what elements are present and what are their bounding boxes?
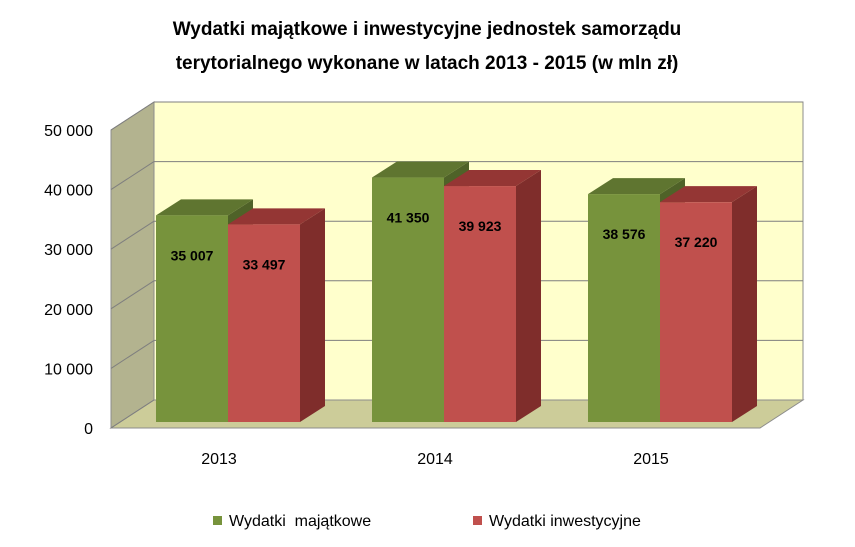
bar-top-2014-0: [372, 161, 469, 178]
bar-2015-1: [660, 202, 732, 422]
gridline-side: [110, 399, 155, 429]
data-label: 39 923: [459, 218, 502, 234]
data-label: 33 497: [243, 256, 286, 272]
chart-title-line-2: terytorialnego wykonane w latach 2013 - …: [176, 53, 679, 74]
x-tick-label: 2015: [633, 451, 669, 468]
y-tick-label: 0: [84, 421, 93, 438]
side-wall: [110, 101, 155, 429]
y-tick-label: 40 000: [44, 183, 93, 200]
bar-2014-0: [372, 177, 444, 422]
bar-side-2014-1: [516, 170, 541, 422]
bar-2013-0: [156, 215, 228, 422]
bar-2013-1: [228, 224, 300, 422]
legend-label-1: Wydatki inwestycyjne: [489, 513, 641, 530]
legend-label-0: Wydatki majątkowe: [229, 513, 371, 530]
data-label: 38 576: [603, 226, 646, 242]
bar-top-2015-0: [588, 178, 685, 195]
gridline-side: [110, 280, 155, 310]
legend: Wydatki majątkowe Wydatki inwestycyjne: [213, 513, 641, 530]
data-label: 37 220: [675, 234, 718, 250]
legend-swatch-0: [213, 516, 222, 525]
x-tick-label: 2013: [201, 451, 237, 468]
y-tick-label: 30 000: [44, 242, 93, 259]
bar-side-2015-1: [732, 186, 757, 422]
y-tick-label: 10 000: [44, 361, 93, 378]
gridline-side: [110, 101, 155, 131]
bar-side-2013-1: [300, 208, 325, 422]
bar-top-2015-1: [660, 186, 757, 203]
bar-top-2013-1: [228, 208, 325, 225]
gridline-side: [110, 220, 155, 250]
bars: 35 007 33 497 41 350 39 923 38 576 37 220: [156, 161, 757, 422]
gridline-side: [110, 339, 155, 369]
chart-title-line-1: Wydatki majątkowe i inwestycyjne jednost…: [173, 19, 682, 40]
bar-2015-0: [588, 194, 660, 422]
legend-swatch-1: [473, 516, 482, 525]
y-axis-ticks: 0 10 000 20 000 30 000 40 000 50 000: [44, 123, 93, 438]
bar-2014-1: [444, 186, 516, 422]
data-label: 41 350: [387, 210, 430, 226]
y-tick-label: 50 000: [44, 123, 93, 140]
y-tick-label: 20 000: [44, 302, 93, 319]
data-label: 35 007: [171, 247, 214, 263]
bar-top-2013-0: [156, 199, 253, 216]
x-tick-label: 2014: [417, 451, 453, 468]
bar-top-2014-1: [444, 170, 541, 187]
x-axis-ticks: 2013 2014 2015: [201, 451, 669, 468]
gridline-side: [110, 161, 155, 191]
